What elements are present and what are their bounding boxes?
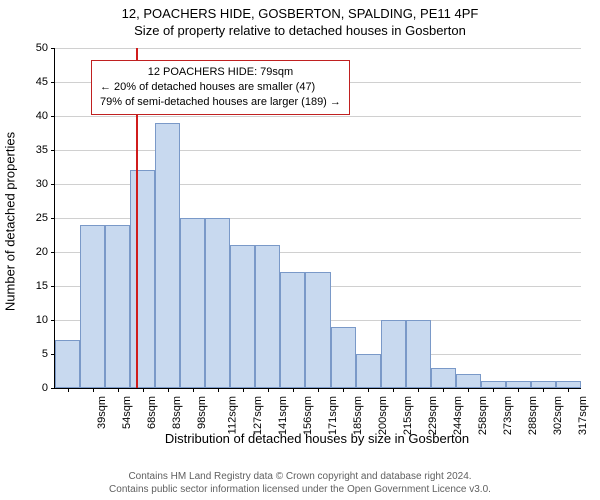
x-tick-mark <box>418 388 419 392</box>
y-tick-label: 0 <box>8 382 48 394</box>
x-tick-label: 185sqm <box>352 396 364 435</box>
histogram-bar <box>456 374 481 388</box>
y-tick-label: 50 <box>8 42 48 54</box>
histogram-bar <box>230 245 255 388</box>
page-subtitle: Size of property relative to detached ho… <box>0 21 600 38</box>
x-tick-mark <box>443 388 444 392</box>
x-tick-label: 317sqm <box>578 396 590 435</box>
x-tick-mark <box>493 388 494 392</box>
plot-area: 12 POACHERS HIDE: 79sqm← 20% of detached… <box>54 48 581 389</box>
x-tick-mark <box>268 388 269 392</box>
footer-line-1: Contains HM Land Registry data © Crown c… <box>0 470 600 483</box>
y-tick-mark <box>51 116 55 117</box>
histogram-bar <box>180 218 205 388</box>
callout-line: 79% of semi-detached houses are larger (… <box>100 95 341 110</box>
x-tick-label: 171sqm <box>327 396 339 435</box>
x-tick-label: 112sqm <box>226 396 238 434</box>
x-tick-mark <box>93 388 94 392</box>
x-tick-mark <box>568 388 569 392</box>
histogram-bar <box>305 272 330 388</box>
histogram-bar <box>55 340 80 388</box>
x-tick-label: 39sqm <box>96 396 108 429</box>
page-title: 12, POACHERS HIDE, GOSBERTON, SPALDING, … <box>0 0 600 21</box>
histogram-bar <box>531 381 556 388</box>
grid-line <box>55 48 581 49</box>
y-tick-label: 15 <box>8 280 48 292</box>
chart-container: Number of detached properties 12 POACHER… <box>0 44 600 444</box>
x-tick-label: 127sqm <box>252 396 264 435</box>
x-tick-label: 229sqm <box>427 396 439 435</box>
histogram-bar <box>155 123 180 388</box>
callout-line: ← 20% of detached houses are smaller (47… <box>100 80 341 95</box>
x-tick-label: 215sqm <box>402 396 414 435</box>
histogram-bar <box>105 225 130 388</box>
x-tick-mark <box>468 388 469 392</box>
y-tick-label: 30 <box>8 178 48 190</box>
histogram-bar <box>431 368 456 388</box>
x-tick-mark <box>543 388 544 392</box>
y-tick-mark <box>51 388 55 389</box>
x-tick-label: 141sqm <box>277 396 289 435</box>
y-tick-label: 45 <box>8 76 48 88</box>
x-tick-mark <box>118 388 119 392</box>
y-tick-mark <box>51 286 55 287</box>
histogram-bar <box>80 225 105 388</box>
x-tick-mark <box>193 388 194 392</box>
x-tick-mark <box>393 388 394 392</box>
x-tick-mark <box>293 388 294 392</box>
histogram-bar <box>481 381 506 388</box>
callout-line: 12 POACHERS HIDE: 79sqm <box>100 65 341 80</box>
x-tick-mark <box>243 388 244 392</box>
footer-line-2: Contains public sector information licen… <box>0 483 600 496</box>
y-tick-mark <box>51 48 55 49</box>
histogram-bar <box>331 327 356 388</box>
x-tick-label: 273sqm <box>502 396 514 435</box>
y-tick-mark <box>51 150 55 151</box>
histogram-bar <box>506 381 531 388</box>
y-tick-label: 35 <box>8 144 48 156</box>
x-tick-label: 200sqm <box>377 396 389 435</box>
x-tick-label: 288sqm <box>527 396 539 435</box>
y-tick-label: 5 <box>8 348 48 360</box>
histogram-bar <box>130 170 155 388</box>
histogram-bar <box>556 381 581 388</box>
x-tick-label: 98sqm <box>196 396 208 429</box>
x-tick-label: 244sqm <box>452 396 464 435</box>
x-tick-mark <box>218 388 219 392</box>
x-tick-mark <box>318 388 319 392</box>
histogram-bar <box>356 354 381 388</box>
y-tick-mark <box>51 320 55 321</box>
x-tick-mark <box>68 388 69 392</box>
footer-attribution: Contains HM Land Registry data © Crown c… <box>0 470 600 496</box>
histogram-bar <box>255 245 280 388</box>
y-tick-mark <box>51 252 55 253</box>
histogram-bar <box>280 272 305 388</box>
x-tick-mark <box>143 388 144 392</box>
x-tick-label: 68sqm <box>146 396 158 429</box>
histogram-bar <box>406 320 431 388</box>
callout-box: 12 POACHERS HIDE: 79sqm← 20% of detached… <box>91 60 350 115</box>
x-tick-label: 54sqm <box>121 396 133 429</box>
x-axis-label: Distribution of detached houses by size … <box>54 431 580 446</box>
y-tick-mark <box>51 82 55 83</box>
y-tick-mark <box>51 184 55 185</box>
x-tick-mark <box>343 388 344 392</box>
x-tick-label: 83sqm <box>171 396 183 429</box>
x-tick-mark <box>368 388 369 392</box>
y-tick-label: 25 <box>8 212 48 224</box>
x-tick-label: 258sqm <box>477 396 489 435</box>
grid-line <box>55 116 581 117</box>
x-tick-label: 156sqm <box>302 396 314 435</box>
histogram-bar <box>381 320 406 388</box>
y-tick-label: 40 <box>8 110 48 122</box>
y-tick-mark <box>51 218 55 219</box>
x-tick-label: 302sqm <box>553 396 565 435</box>
x-tick-mark <box>518 388 519 392</box>
y-tick-label: 20 <box>8 246 48 258</box>
grid-line <box>55 150 581 151</box>
x-tick-mark <box>168 388 169 392</box>
y-tick-label: 10 <box>8 314 48 326</box>
histogram-bar <box>205 218 230 388</box>
